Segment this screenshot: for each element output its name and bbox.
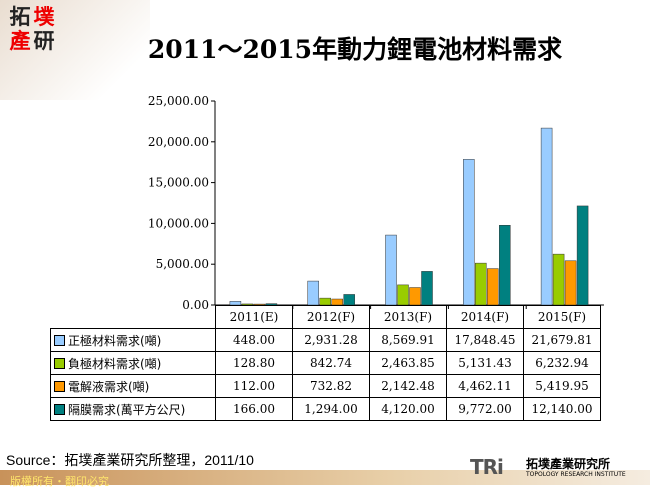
legend-swatch: [54, 403, 65, 415]
logo-char: 墣: [33, 5, 55, 29]
bar: [397, 284, 409, 306]
background-decoration: [0, 0, 150, 100]
category-label: 2014(F): [446, 305, 524, 329]
bar: [540, 127, 553, 306]
y-tick-label: 25,000.00: [148, 94, 209, 108]
bar: [409, 287, 421, 306]
category-label: 2015(F): [523, 305, 601, 329]
table-row: 負極材料需求(噸) 128.80 842.74 2,463.85 5,131.43 6,2…: [50, 351, 601, 375]
data-label: 8,569.91: [369, 328, 447, 352]
table-row: 隔膜需求(萬平方公尺) 166.00 1,294.00 4,120.00 9,772.0…: [50, 397, 601, 421]
data-label: 4,120.00: [369, 397, 447, 421]
data-label: 2,142.48: [369, 374, 447, 398]
data-table: 2011(E) 2012(F) 2013(F) 2014(F) 2015(F) …: [50, 305, 601, 421]
category-label: 2011(E): [215, 305, 293, 329]
y-tick-label: 20,000.00: [148, 135, 209, 149]
data-label: 128.80: [215, 351, 293, 375]
logo-char: 拓: [9, 5, 31, 29]
series-name: 電解液需求(噸): [68, 379, 150, 394]
data-label: 17,848.45: [446, 328, 524, 352]
table-row: 正極材料需求(噸) 448.00 2,931.28 8,569.91 17,848.45…: [50, 328, 601, 352]
data-label: 1,294.00: [292, 397, 370, 421]
data-label: 112.00: [215, 374, 293, 398]
y-tick-label: 0.00: [182, 298, 209, 312]
data-label: 448.00: [215, 328, 293, 352]
data-label: 842.74: [292, 351, 370, 375]
data-label: 4,462.11: [446, 374, 524, 398]
bar: [343, 294, 355, 306]
data-label: 732.82: [292, 374, 370, 398]
source-note: Source：拓墣產業研究所整理，2011/10: [6, 452, 254, 468]
chart-title: 2011～2015年動力鋰電池材料需求: [147, 35, 563, 64]
brand-cn: 拓墣產業研究所: [526, 457, 611, 471]
data-label: 12,140.00: [523, 397, 601, 421]
y-tick-label: 10,000.00: [148, 216, 209, 230]
y-tick-label: 15,000.00: [148, 176, 209, 190]
brand-mark: TRi: [470, 455, 504, 479]
logo: 拓墣產研: [8, 5, 60, 53]
corner-cell: [51, 306, 216, 329]
data-label: 6,232.94: [523, 351, 601, 375]
legend-swatch: [54, 380, 65, 392]
table-row: 電解液需求(噸) 112.00 732.82 2,142.48 4,462.11 5,41…: [50, 374, 601, 398]
category-label: 2013(F): [369, 305, 447, 329]
data-label: 21,679.81: [523, 328, 601, 352]
category-label: 2012(F): [292, 305, 370, 329]
legend-swatch: [54, 334, 65, 346]
series-name: 負極材料需求(噸): [68, 356, 162, 371]
data-label: 5,419.95: [523, 374, 601, 398]
data-label: 2,463.85: [369, 351, 447, 375]
series-label: 電解液需求(噸): [50, 374, 216, 398]
logo-char: 研: [33, 29, 55, 53]
data-label: 2,931.28: [292, 328, 370, 352]
series-name: 正極材料需求(噸): [68, 333, 162, 348]
bar: [319, 297, 331, 306]
bar: [576, 205, 589, 306]
copyright: 版權所有・翻印必究: [10, 475, 109, 488]
series-label: 正極材料需求(噸): [50, 328, 216, 352]
bar: [307, 280, 319, 306]
bar: [487, 268, 499, 306]
bar: [552, 253, 565, 306]
bar: [463, 159, 475, 306]
table-header-row: 2011(E) 2012(F) 2013(F) 2014(F) 2015(F): [51, 305, 601, 329]
logo-char: 產: [9, 29, 31, 53]
data-label: 166.00: [215, 397, 293, 421]
series-name: 隔膜需求(萬平方公尺): [68, 402, 186, 417]
bar: [421, 271, 433, 306]
series-label: 負極材料需求(噸): [50, 351, 216, 375]
bar: [499, 225, 511, 306]
series-label: 隔膜需求(萬平方公尺): [50, 397, 216, 421]
y-tick-label: 5,000.00: [156, 257, 209, 271]
bar: [385, 234, 397, 306]
data-label: 5,131.43: [446, 351, 524, 375]
data-label: 9,772.00: [446, 397, 524, 421]
brand-en: TOPOLOGY RESEARCH INSTITUTE: [526, 471, 626, 478]
legend-swatch: [54, 357, 65, 369]
brand-logo: TRi 拓墣產業研究所 TOPOLOGY RESEARCH INSTITUTE: [470, 455, 626, 479]
bar: [475, 262, 487, 306]
bar: [564, 260, 577, 306]
